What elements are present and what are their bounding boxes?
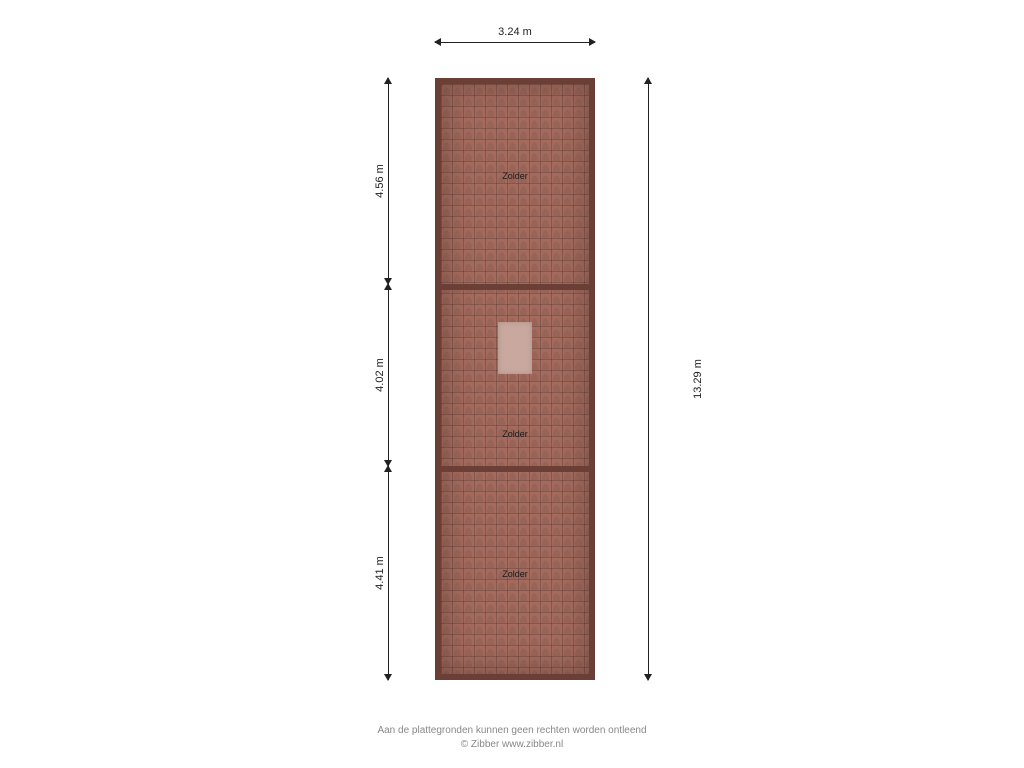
dimension-top: 3.24 m bbox=[435, 42, 595, 43]
dimension-left-1: 4.56 m bbox=[388, 78, 389, 284]
footer-line-2: © Zibber www.zibber.nl bbox=[0, 738, 1024, 752]
room-label-3: Zolder bbox=[502, 569, 528, 579]
dimension-left-3-label: 4.41 m bbox=[374, 556, 386, 590]
room-label-2: Zolder bbox=[502, 429, 528, 439]
dimension-top-label: 3.24 m bbox=[498, 26, 532, 38]
room-label-1: Zolder bbox=[502, 171, 528, 181]
roof-divider-1 bbox=[441, 284, 589, 290]
dimension-right: 13.29 m bbox=[648, 78, 649, 680]
skylight bbox=[498, 322, 532, 374]
footer: Aan de plattegronden kunnen geen rechten… bbox=[0, 724, 1024, 752]
dimension-left-1-label: 4.56 m bbox=[374, 164, 386, 198]
dimension-left-2-label: 4.02 m bbox=[374, 358, 386, 392]
floorplan-canvas: Zolder Zolder Zolder 3.24 m 13.29 m 4.56… bbox=[0, 0, 1024, 768]
dimension-left-2: 4.02 m bbox=[388, 284, 389, 466]
roof-divider-2 bbox=[441, 466, 589, 472]
roof-outline bbox=[435, 78, 595, 680]
footer-line-1: Aan de plattegronden kunnen geen rechten… bbox=[0, 724, 1024, 738]
dimension-right-label: 13.29 m bbox=[692, 359, 704, 399]
dimension-left-3: 4.41 m bbox=[388, 466, 389, 680]
